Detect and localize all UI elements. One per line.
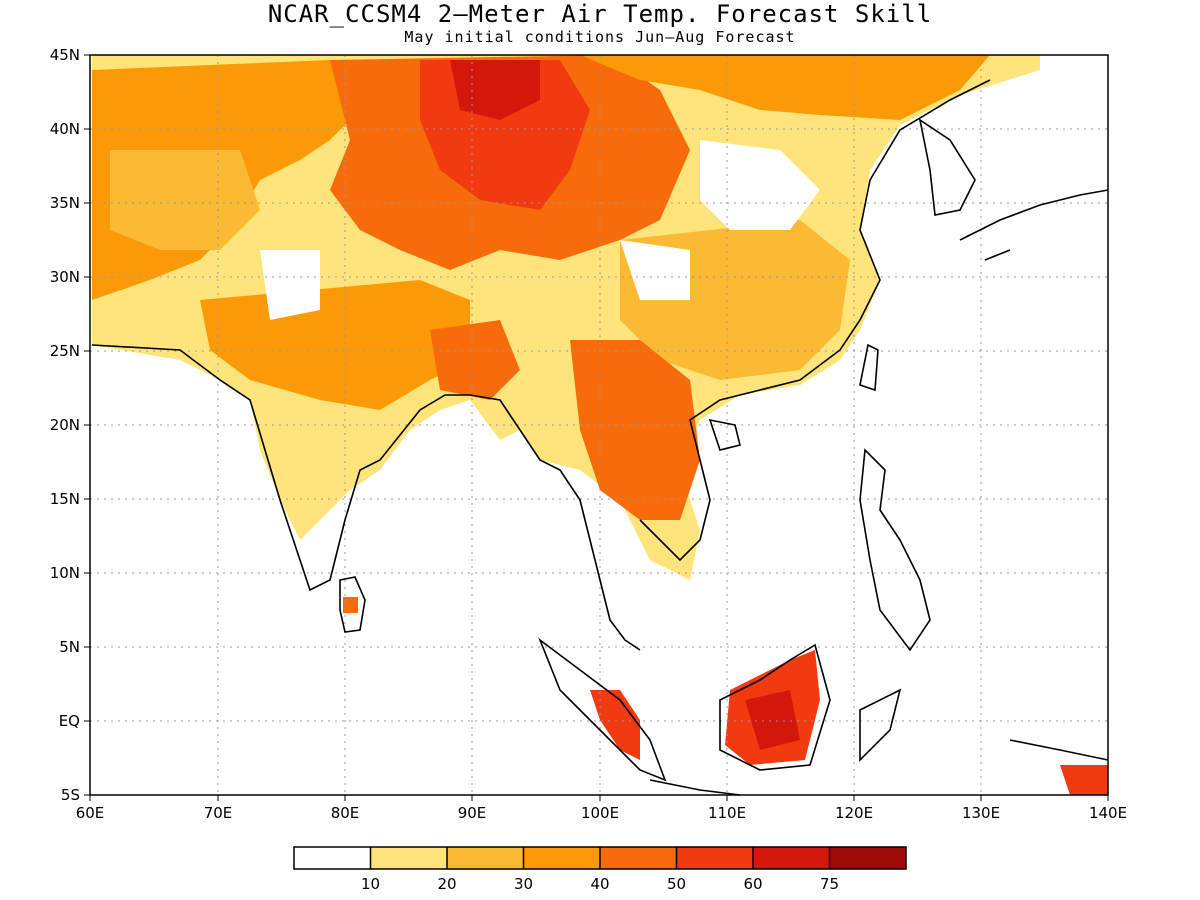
latitude-labels: 45N 40N 35N 30N 25N 20N 15N 10N 5N EQ 5S <box>50 46 80 804</box>
lat-label: 5N <box>59 638 80 656</box>
colorbar-label: 20 <box>437 875 456 893</box>
lon-label: 130E <box>962 804 1000 822</box>
coastline-japan <box>959 189 1109 261</box>
lon-label: 140E <box>1089 804 1127 822</box>
colorbar-label: 50 <box>667 875 686 893</box>
coastline-korea <box>918 118 976 216</box>
map-subtitle: May initial conditions Jun—Aug Forecast <box>404 28 796 46</box>
lat-label: 10N <box>50 564 80 582</box>
colorbar-label: 75 <box>820 875 839 893</box>
shade-region-white-2 <box>260 250 320 320</box>
lon-label: 110E <box>708 804 746 822</box>
coastline-india <box>91 344 521 592</box>
coastline-java <box>649 779 741 796</box>
shade-region-sumatra <box>590 690 640 760</box>
shade-region-white-3 <box>620 240 690 300</box>
coastline-taiwan <box>859 343 879 392</box>
colorbar-swatch <box>523 847 600 869</box>
lon-label: 70E <box>204 804 233 822</box>
shade-region-indochina <box>570 340 700 520</box>
colorbar-label: 60 <box>743 875 762 893</box>
lat-label: 35N <box>50 194 80 212</box>
colorbar-swatch <box>294 847 371 869</box>
coastline-philippines <box>859 448 931 652</box>
lat-label: 45N <box>50 46 80 64</box>
shade-region-sri-lanka <box>343 597 358 613</box>
coastline-sri-lanka <box>339 576 366 633</box>
map-title: NCAR_CCSM4 2—Meter Air Temp. Forecast Sk… <box>267 0 933 28</box>
colorbar-swatch <box>447 847 524 869</box>
colorbar-swatch <box>753 847 830 869</box>
lat-label: 20N <box>50 416 80 434</box>
lat-label: 15N <box>50 490 80 508</box>
coastline-sumatra <box>538 637 667 782</box>
coastline-indochina <box>639 79 991 562</box>
lat-label: 5S <box>61 786 80 804</box>
coastline-sulawesi <box>859 688 902 762</box>
colorbar: 10 20 30 40 50 60 75 <box>293 846 907 893</box>
colorbar-swatch <box>370 847 447 869</box>
lon-label: 100E <box>581 804 619 822</box>
coastline-hainan <box>708 418 741 451</box>
lat-label: 40N <box>50 120 80 138</box>
lat-label: 30N <box>50 268 80 286</box>
longitude-labels: 60E 70E 80E 90E 100E 110E 120E 130E 140E <box>76 804 1127 822</box>
colorbar-swatch <box>676 847 753 869</box>
shade-region-orange-3 <box>200 280 470 410</box>
shade-region-bangladesh <box>430 320 520 400</box>
lon-label: 80E <box>331 804 360 822</box>
lon-label: 90E <box>458 804 487 822</box>
colorbar-label: 30 <box>514 875 533 893</box>
skill-shading <box>92 55 1108 795</box>
lon-label: 60E <box>76 804 105 822</box>
coastline-new-guinea <box>1009 739 1109 761</box>
colorbar-swatch <box>600 847 677 869</box>
shade-region-white-1 <box>700 140 820 230</box>
shade-region-mongolia <box>580 55 990 120</box>
colorbar-label: 40 <box>590 875 609 893</box>
colorbar-swatch <box>829 847 906 869</box>
tick-marks <box>84 54 1109 801</box>
coastline-borneo <box>719 643 831 771</box>
shade-region-orange-2 <box>110 150 260 250</box>
shade-region-borneo-core <box>745 690 800 750</box>
colorbar-label: 10 <box>361 875 380 893</box>
coastline-burma-malay <box>519 429 641 651</box>
shade-region-new-guinea <box>1060 765 1108 795</box>
grid-lines <box>90 55 1108 795</box>
coastlines <box>91 79 1109 796</box>
lon-label: 120E <box>835 804 873 822</box>
lat-label: 25N <box>50 342 80 360</box>
lat-label: EQ <box>59 712 80 730</box>
